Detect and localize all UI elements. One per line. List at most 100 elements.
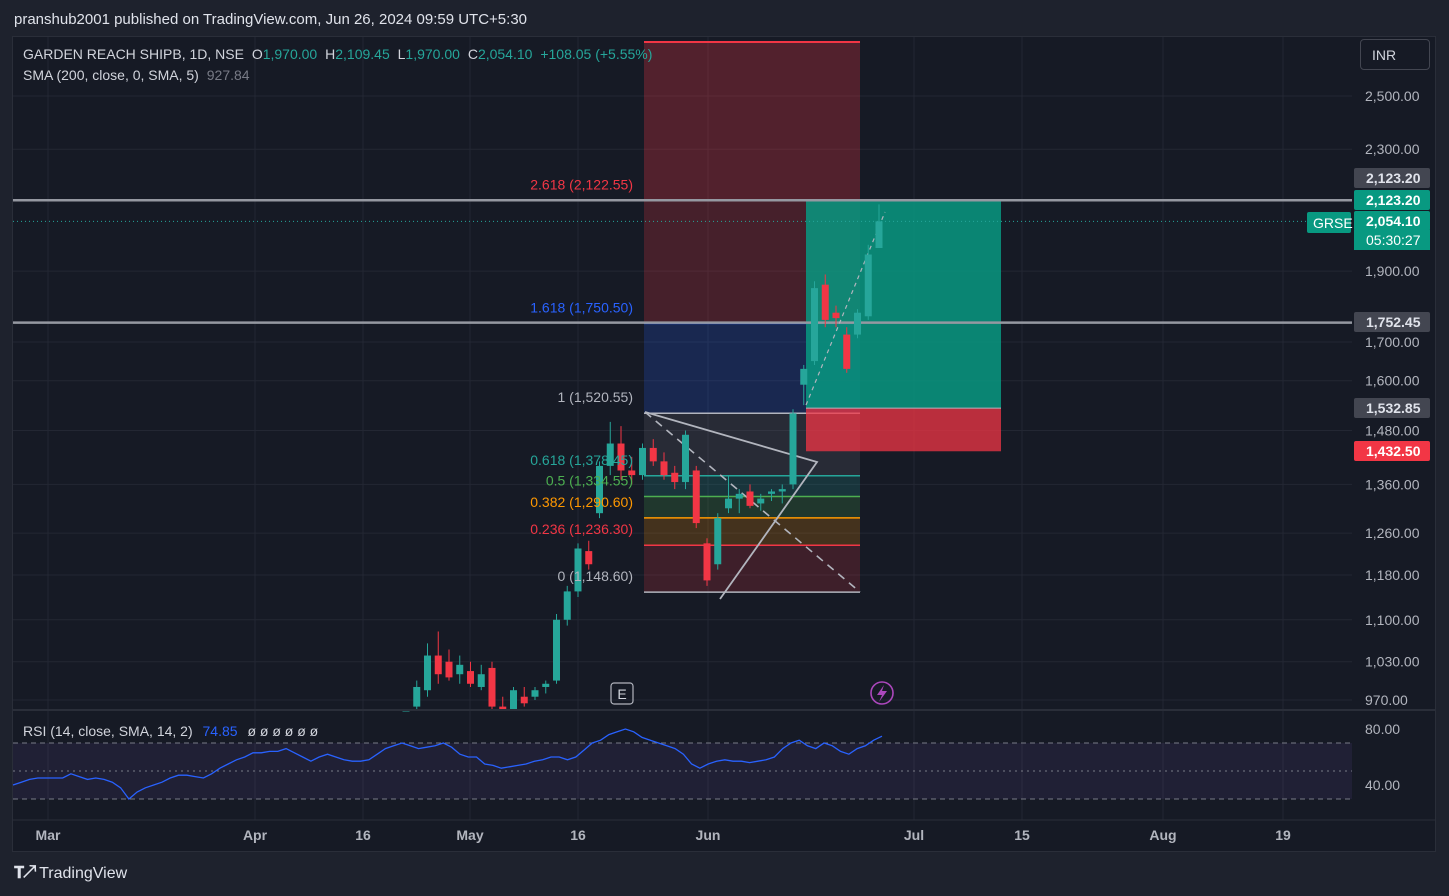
candle-body [445, 661, 453, 678]
candle [510, 686, 517, 710]
candle-body [606, 443, 614, 466]
chart-frame[interactable] [12, 36, 1436, 852]
earnings-marker-box [610, 682, 634, 705]
ticker-badge[interactable]: GRSE [1307, 212, 1353, 233]
low-value: 1,970.00 [405, 46, 460, 62]
price-label-text: 2,123.20 [1366, 170, 1421, 186]
candle-body [596, 465, 603, 514]
price-label-bg [1354, 190, 1430, 210]
candle-body [617, 443, 625, 471]
rsi-pane [12, 709, 1436, 800]
candle [413, 680, 421, 710]
candle-body [832, 312, 840, 319]
candle [778, 484, 786, 504]
candle [574, 543, 582, 597]
candle [692, 465, 700, 529]
price-tick-label: 1,900.00 [1365, 263, 1420, 279]
candle [811, 281, 818, 365]
candle-body [789, 413, 797, 485]
fib-label-2.618: 2.618 (2,122.55) [530, 176, 633, 192]
high-label: H [325, 46, 336, 62]
candle [499, 696, 507, 710]
candle-body [542, 683, 550, 687]
candle [531, 686, 539, 700]
fib-label-0.236: 0.236 (1,236.30) [530, 521, 633, 537]
candle-body [682, 434, 689, 483]
price-label-bg [1354, 441, 1430, 461]
candle [520, 686, 528, 707]
candle [746, 484, 754, 509]
price-label-text: 1,432.50 [1366, 443, 1421, 459]
candle-body [875, 221, 883, 249]
chart-markers[interactable]: E [610, 681, 894, 705]
candle [628, 456, 636, 485]
candle-body [563, 591, 571, 620]
fib-label-0: 0 (1,148.60) [558, 568, 634, 584]
candle [660, 452, 668, 480]
brand-name: TradingView [39, 865, 128, 882]
long-position-tool[interactable] [806, 200, 1001, 452]
symbol-name: GARDEN REACH SHIPB, 1D, NSE [23, 46, 244, 62]
price-axis[interactable]: 2,500.00 2,300.00 1,900.00 1,700.00 1,600.00… [1307, 88, 1430, 793]
candle [854, 309, 861, 339]
countdown-badge: 05:30:27 [1354, 230, 1430, 250]
candle-body [735, 493, 743, 499]
price-label-badge: 1,432.50 [1354, 441, 1430, 461]
close-value: 2,054.10 [477, 46, 533, 62]
candle [832, 305, 840, 328]
lightning-icon[interactable] [870, 681, 894, 705]
candle [875, 204, 883, 249]
price-label-text: 1,752.45 [1366, 314, 1421, 330]
candle-body [585, 551, 593, 565]
candle [800, 364, 808, 406]
time-axis[interactable]: Mar Apr 16 May 16 Jun Jul 15 Aug 19 [13, 819, 1436, 843]
price-label-text: 2,123.20 [1366, 192, 1421, 208]
candle-body [854, 312, 861, 335]
close-label: C [467, 46, 478, 62]
open-value: 1,970.00 [262, 46, 318, 62]
candle-body [800, 368, 808, 385]
time-tick-label: Mar [36, 827, 61, 843]
candle-body [628, 470, 636, 476]
footer-brand: 𝐓↗ TradingView [14, 865, 127, 883]
horizontal-lines[interactable] [13, 198, 1352, 324]
fib-label-1.618: 1.618 (1,750.50) [530, 299, 633, 315]
fib-labels: 2.618 (2,122.55) 1.618 (1,750.50) 1 (1,520… [530, 176, 633, 584]
candle-body [768, 491, 775, 494]
candle [606, 421, 614, 476]
earnings-marker-text: E [617, 686, 626, 702]
currency-button[interactable]: INR [1360, 39, 1430, 70]
candle-body [757, 498, 765, 504]
candle [789, 409, 797, 490]
candle [757, 493, 765, 511]
candle-body [843, 334, 851, 369]
triangle-pattern [644, 411, 819, 600]
projection-dashed [805, 211, 886, 406]
price-tick-label: 1,360.00 [1365, 476, 1420, 492]
price-label-badge: 2,123.20 [1354, 168, 1430, 188]
candle [639, 443, 646, 480]
rsi-value: 74.85 [202, 723, 238, 739]
sma-legend: SMA (200, close, 0, SMA, 5) 927.84 [23, 67, 250, 83]
candle [649, 439, 657, 466]
earnings-marker[interactable]: E [610, 682, 634, 705]
fib-label-1: 1 (1,520.55) [558, 389, 634, 405]
candle [725, 475, 732, 514]
candle-body [649, 447, 657, 462]
candle-body [510, 690, 517, 710]
candle-body [725, 498, 732, 509]
candle-body [811, 288, 818, 362]
candle [682, 430, 689, 490]
candle-body [746, 491, 754, 506]
candle [488, 661, 496, 710]
price-tick-label: 1,100.00 [1365, 612, 1420, 628]
candle [424, 643, 431, 697]
candle [445, 649, 453, 681]
position-stop-zone [806, 408, 1001, 452]
time-tick-label: Jul [904, 827, 924, 843]
change-value: +108.05 (+5.55%) [540, 46, 653, 62]
time-tick-label: 16 [355, 827, 371, 843]
price-tick-label: 1,030.00 [1365, 654, 1420, 670]
candle [821, 274, 829, 328]
